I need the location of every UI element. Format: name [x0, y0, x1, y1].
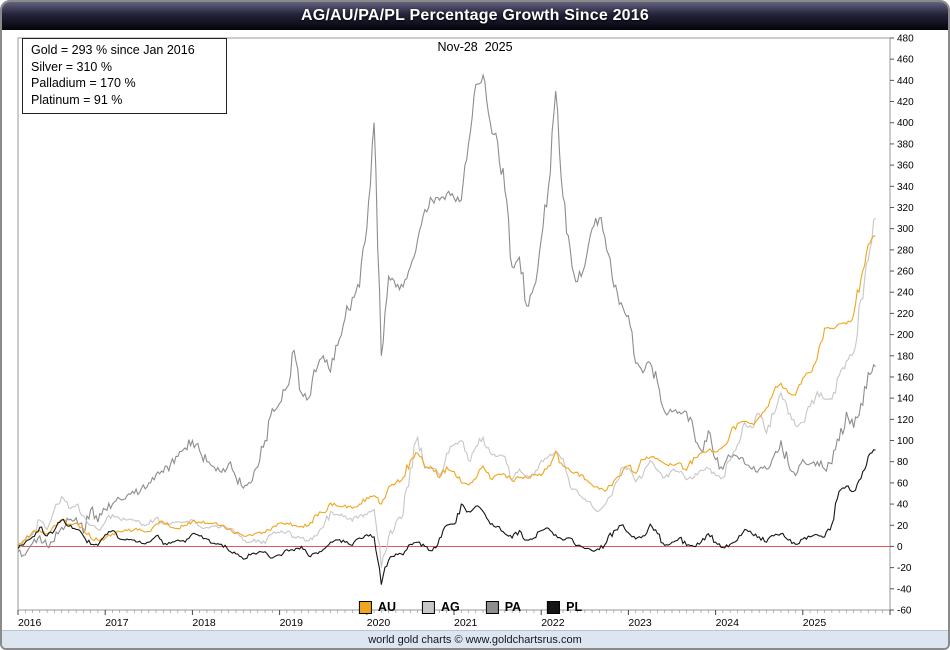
- stat-platinum: Platinum = 91 %: [31, 92, 123, 107]
- date-label: Nov-28 2025: [437, 40, 513, 54]
- svg-text:420: 420: [897, 97, 914, 108]
- svg-text:240: 240: [897, 288, 914, 299]
- svg-text:2025: 2025: [803, 617, 827, 629]
- legend-label-pl: PL: [566, 600, 583, 614]
- svg-text:80: 80: [897, 457, 909, 468]
- legend-swatch-au: [358, 600, 372, 614]
- svg-text:20: 20: [897, 521, 909, 532]
- svg-text:2022: 2022: [541, 617, 565, 629]
- series-ag: [18, 217, 876, 568]
- stat-palladium: Palladium = 170 %: [31, 76, 136, 90]
- svg-text:440: 440: [897, 76, 914, 87]
- svg-text:2018: 2018: [192, 617, 216, 629]
- svg-text:140: 140: [897, 394, 914, 405]
- svg-text:2021: 2021: [454, 617, 478, 629]
- svg-text:360: 360: [897, 161, 914, 172]
- svg-text:120: 120: [897, 415, 914, 426]
- svg-text:480: 480: [897, 34, 914, 45]
- svg-text:160: 160: [897, 372, 914, 383]
- x-axis: 2016 2017 2018 2019 2020 2021 2022 2023 2024 2025: [17, 610, 891, 629]
- svg-text:60: 60: [897, 478, 909, 489]
- svg-text:180: 180: [897, 351, 914, 362]
- svg-text:200: 200: [897, 330, 914, 341]
- svg-text:-40: -40: [897, 584, 912, 595]
- svg-text:220: 220: [897, 309, 914, 320]
- svg-text:2017: 2017: [105, 617, 129, 629]
- svg-text:2023: 2023: [628, 617, 652, 629]
- svg-text:0: 0: [897, 542, 903, 553]
- legend-label-pa: PA: [504, 600, 522, 614]
- legend-swatch-ag: [421, 600, 435, 614]
- y-axis: -60 -40 -20 0 20 40 60 80 100 120 140 160 180 200 220 2…: [890, 34, 914, 617]
- footer-bar: world gold charts © www.goldchartsrus.co…: [2, 630, 948, 648]
- legend-label-ag: AG: [440, 600, 460, 614]
- svg-text:-20: -20: [897, 563, 912, 574]
- svg-text:100: 100: [897, 436, 914, 447]
- series-au: [18, 235, 876, 547]
- svg-text:460: 460: [897, 55, 914, 66]
- svg-text:280: 280: [897, 245, 914, 256]
- svg-text:2024: 2024: [716, 617, 740, 629]
- svg-text:380: 380: [897, 139, 914, 150]
- series-pl: [18, 449, 876, 585]
- svg-text:320: 320: [897, 203, 914, 214]
- svg-text:300: 300: [897, 224, 914, 235]
- stats-box: Gold = 293 % since Jan 2016 Silver = 310…: [22, 38, 227, 114]
- legend-item-pl: PL: [547, 600, 582, 614]
- legend-item-ag: AG: [421, 600, 460, 614]
- svg-text:400: 400: [897, 118, 914, 129]
- page-title: AG/AU/PA/PL Percentage Growth Since 2016: [301, 7, 649, 24]
- svg-text:2016: 2016: [18, 617, 42, 629]
- plot-border: [17, 37, 891, 611]
- footer-credit: world gold charts © www.goldchartsrus.co…: [368, 633, 582, 646]
- legend-swatch-pa: [485, 600, 499, 614]
- legend-item-au: AU: [358, 600, 396, 614]
- svg-text:-60: -60: [897, 606, 912, 617]
- legend-label-au: AU: [377, 600, 396, 614]
- svg-text:2020: 2020: [367, 617, 391, 629]
- stat-gold: Gold = 293 % since Jan 2016: [31, 43, 195, 57]
- title-bar: AG/AU/PA/PL Percentage Growth Since 2016: [2, 2, 948, 30]
- series-pa: [18, 72, 876, 558]
- chart-canvas: -60 -40 -20 0 20 40 60 80 100 120 140 160 180 200 220 2…: [17, 34, 914, 629]
- svg-text:260: 260: [897, 267, 914, 278]
- legend-item-pa: PA: [485, 600, 522, 614]
- svg-text:2019: 2019: [280, 617, 304, 629]
- series-legend: AU AG PA PL: [358, 600, 582, 614]
- legend-swatch-pl: [547, 600, 561, 614]
- svg-text:40: 40: [897, 500, 909, 511]
- svg-text:340: 340: [897, 182, 914, 193]
- chart-area: -60 -40 -20 0 20 40 60 80 100 120 140 160 180 200 220 2…: [2, 30, 948, 630]
- stat-silver: Silver = 310 %: [31, 59, 112, 74]
